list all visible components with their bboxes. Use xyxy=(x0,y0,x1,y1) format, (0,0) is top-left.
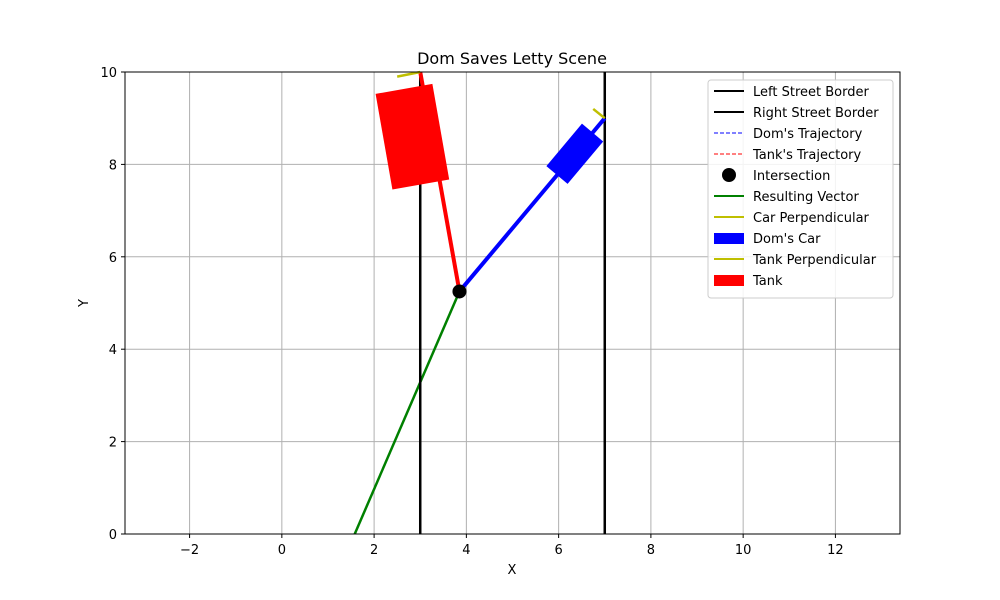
ticks: −2 0 2 4 6 8 10 12 0 2 4 6 8 10 xyxy=(100,66,843,558)
x-tick-label: 8 xyxy=(647,543,655,558)
legend-label-dom-s-trajectory: Dom's Trajectory xyxy=(753,127,863,142)
tank-rect xyxy=(375,83,450,190)
x-tick-label: 4 xyxy=(462,543,470,558)
dom-s-trajectory-line xyxy=(457,116,607,293)
legend-label-tank-perpendicular: Tank Perpendicular xyxy=(752,253,877,268)
intersection-point xyxy=(452,284,467,299)
y-tick-label: 2 xyxy=(109,436,117,451)
y-axis-label: Y xyxy=(77,299,92,308)
x-tick-label: 0 xyxy=(278,543,286,558)
legend-handle-dom-s-car xyxy=(714,233,744,244)
axes-frame xyxy=(124,71,901,535)
legend-label-right-street-border: Right Street Border xyxy=(753,106,879,121)
y-tick-label: 4 xyxy=(109,343,117,358)
x-tick-label: −2 xyxy=(180,543,199,558)
chart-title: Dom Saves Letty Scene xyxy=(417,49,607,68)
resulting-vector-line xyxy=(353,290,461,535)
legend-handle-tank xyxy=(714,275,744,286)
legend: Left Street Border Right Street Border Dom… xyxy=(707,79,894,299)
legend-label-tank-s-trajectory: Tank's Trajectory xyxy=(752,148,861,163)
tank-perpendicular-line xyxy=(396,70,421,78)
y-tick-label: 0 xyxy=(109,528,117,543)
x-tick-label: 10 xyxy=(735,543,752,558)
x-tick-label: 2 xyxy=(370,543,378,558)
y-tick-label: 10 xyxy=(100,66,117,81)
y-tick-label: 6 xyxy=(109,251,117,266)
legend-label-dom-s-car: Dom's Car xyxy=(753,232,821,247)
x-tick-label: 12 xyxy=(827,543,844,558)
legend-label-resulting-vector: Resulting Vector xyxy=(753,190,859,205)
tank-s-trajectory-line xyxy=(418,71,462,292)
legend-label-intersection: Intersection xyxy=(753,169,830,184)
plot-area xyxy=(353,70,607,535)
legend-label-left-street-border: Left Street Border xyxy=(753,85,869,100)
y-tick-label: 8 xyxy=(109,158,117,173)
legend-handle-intersection xyxy=(722,168,736,182)
car-perpendicular-line xyxy=(592,107,606,120)
x-axis-label: X xyxy=(508,563,517,578)
legend-label-tank: Tank xyxy=(752,274,783,289)
legend-box xyxy=(707,79,894,299)
legend-label-car-perpendicular: Car Perpendicular xyxy=(753,211,870,226)
x-tick-label: 6 xyxy=(554,543,562,558)
